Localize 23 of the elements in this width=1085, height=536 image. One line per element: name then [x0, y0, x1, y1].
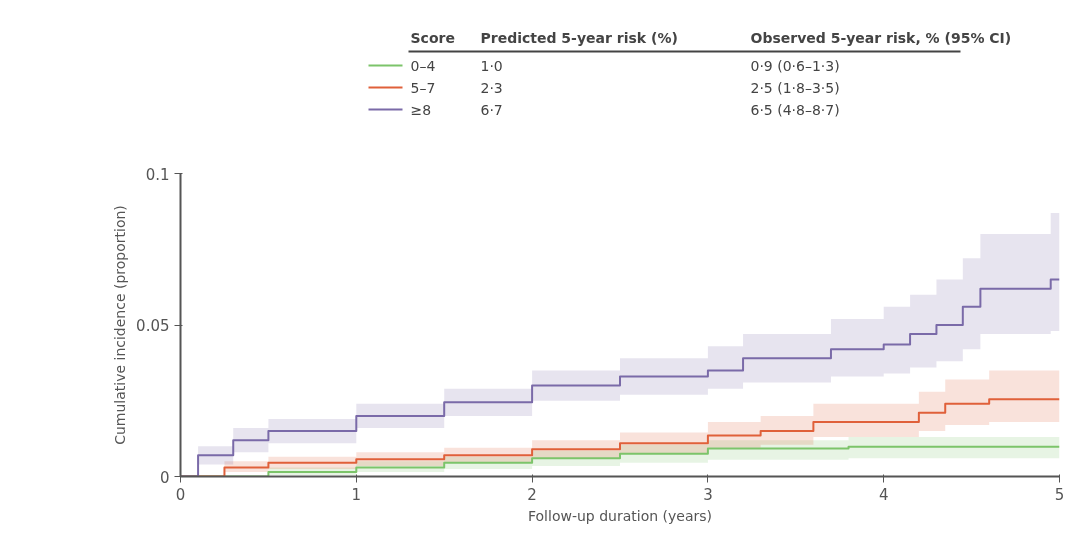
y-axis-title: Cumulative incidence (proportion) — [112, 205, 129, 445]
y-tick-label: 0.1 — [145, 165, 170, 184]
text: 6·5 (4·8–8·7) — [750, 101, 840, 118]
text: Observed 5-year risk, % (95% CI) — [750, 29, 1012, 46]
legend-title: Score — [410, 29, 455, 46]
x-tick-label: 0 — [175, 485, 186, 504]
x-tick-label: 4 — [878, 485, 889, 504]
text: 1·0 — [480, 57, 503, 74]
y-tick-label: 0 — [159, 468, 170, 487]
text: Predicted 5-year risk (%) — [480, 29, 678, 46]
x-tick-label: 1 — [351, 485, 362, 504]
x-axis-title: Follow-up duration (years) — [528, 507, 713, 524]
x-tick-label: 5 — [1054, 485, 1065, 504]
text: 6·7 — [480, 101, 503, 118]
legend-label: 0–4 — [410, 57, 436, 74]
y-tick-label: 0.05 — [136, 317, 170, 335]
x-tick-label: 3 — [703, 485, 713, 504]
text: 2·3 — [480, 79, 503, 96]
text: 2·5 (1·8–3·5) — [750, 79, 840, 96]
legend-label: ≥8 — [410, 101, 432, 118]
x-tick-label: 2 — [527, 485, 537, 504]
legend-label: 5–7 — [410, 79, 436, 96]
text: 0·9 (0·6–1·3) — [750, 57, 840, 74]
